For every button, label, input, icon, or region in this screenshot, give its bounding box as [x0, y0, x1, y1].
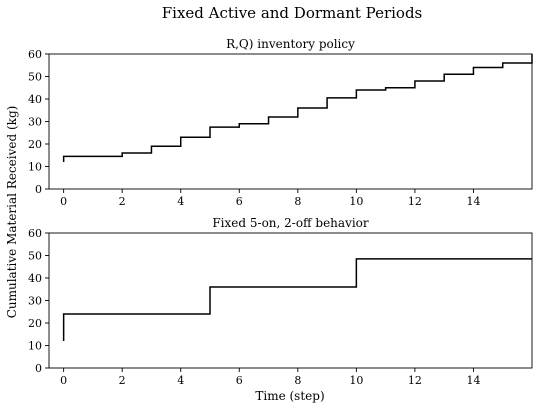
top-x-tick-label: 4 [177, 195, 184, 208]
bottom-x-tick-label: 8 [294, 374, 301, 387]
top-x-tick-label: 10 [349, 195, 363, 208]
top-x-tick-label: 12 [408, 195, 422, 208]
bottom-x-tick-label: 6 [236, 374, 243, 387]
bottom-x-tick-label: 2 [119, 374, 126, 387]
top-x-tick-label: 8 [294, 195, 301, 208]
bottom-y-tick-label: 20 [28, 317, 42, 330]
top-y-tick-label: 50 [28, 71, 42, 84]
top-x-tick-label: 6 [236, 195, 243, 208]
bottom-y-tick-label: 10 [28, 340, 42, 353]
bottom-y-tick-label: 30 [28, 295, 42, 308]
bottom-y-tick-label: 50 [28, 250, 42, 263]
top-y-tick-label: 10 [28, 161, 42, 174]
top-step-line-0 [62, 54, 533, 162]
bottom-y-tick-label: 40 [28, 272, 42, 285]
bottom-subplot-title: Fixed 5-on, 2-off behavior [212, 216, 369, 230]
bottom-x-tick-label: 14 [466, 374, 480, 387]
top-y-tick-label: 60 [28, 48, 42, 61]
bottom-step-line-0 [62, 258, 532, 341]
top-y-tick-label: 20 [28, 138, 42, 151]
figure-y-axis-label: Cumulative Material Received (kg) [5, 106, 19, 319]
figure-x-axis-label: Time (step) [255, 389, 324, 403]
bottom-y-tick-label: 60 [28, 227, 42, 240]
subplot-top: R,Q) inventory policy 0 10 20 30 40 50 60 0 2 4 6 8 1… [28, 37, 533, 208]
bottom-x-tick-label: 0 [60, 374, 67, 387]
subplot-bottom: Fixed 5-on, 2-off behavior 0 10 20 30 40 50 60 0… [28, 216, 533, 387]
top-x-tick-label: 0 [60, 195, 67, 208]
bottom-axes-frame [48, 232, 533, 369]
bottom-x-tick-label: 10 [349, 374, 363, 387]
figure-title: Fixed Active and Dormant Periods [162, 4, 423, 22]
top-subplot-title: R,Q) inventory policy [226, 37, 355, 51]
bottom-y-tick-label: 0 [35, 362, 42, 375]
top-y-tick-label: 40 [28, 93, 42, 106]
bottom-x-tick-label: 4 [177, 374, 184, 387]
bottom-x-tick-label: 12 [408, 374, 422, 387]
top-x-tick-label: 14 [466, 195, 480, 208]
top-x-tick-label: 2 [119, 195, 126, 208]
top-y-tick-label: 30 [28, 116, 42, 129]
top-y-tick-label: 0 [35, 183, 42, 196]
